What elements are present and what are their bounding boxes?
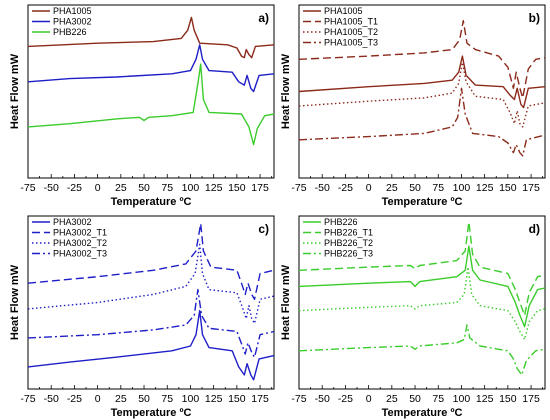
panel-d: -75 -50 -25 0 25 50 75 100 125 150 175 Temperature … <box>280 215 546 419</box>
legend-label: PHA1005_T2 <box>324 27 378 37</box>
x-tick-label: -50 <box>315 393 330 405</box>
x-tick-label: 100 <box>453 393 471 405</box>
x-tick-label: -75 <box>291 393 306 405</box>
x-tick-label: 75 <box>432 393 444 405</box>
x-tick-label: 125 <box>476 182 494 194</box>
series-line-pha1005 <box>27 16 275 59</box>
x-tick-label: 25 <box>115 182 127 194</box>
series-line-pha1005-t2 <box>298 61 546 128</box>
series-line-pha1005 <box>298 55 546 109</box>
series-line-pha1005-t3 <box>298 87 546 157</box>
legend-label: PHA3002_T2 <box>53 238 107 248</box>
x-tick-label: -50 <box>315 182 330 194</box>
legend-label: PHA3002_T1 <box>53 228 107 238</box>
x-tick-label: 75 <box>432 182 444 194</box>
plot-frame <box>298 215 546 390</box>
x-tick-label: 175 <box>251 182 269 194</box>
legend-label: PHB226_T3 <box>324 249 373 259</box>
x-tick-label: 150 <box>499 182 517 194</box>
legend-label: PHA1005_T3 <box>324 38 378 48</box>
series-line-phb226 <box>298 245 546 328</box>
panel-a: -75 -50 -25 0 25 50 75 100 125 150 175 Temperature … <box>9 4 275 208</box>
x-axis-title: Temperature ºC <box>111 407 192 419</box>
x-tick-label: 0 <box>366 182 372 194</box>
x-tick-label: -50 <box>44 393 59 405</box>
series-line-pha3002-t2 <box>27 243 275 325</box>
panel-label: c) <box>258 222 269 236</box>
series-line-phb226 <box>27 63 275 146</box>
x-axis-title: Temperature ºC <box>111 196 192 208</box>
plot-frame <box>27 215 275 390</box>
legend-label: PHA3002_T3 <box>53 249 107 259</box>
x-tick-label: 25 <box>386 393 398 405</box>
y-axis-title: Heat Flow mW <box>280 53 292 129</box>
series-line-phb226-t3 <box>298 324 546 376</box>
series-line-pha3002 <box>27 44 275 93</box>
x-tick-label: -50 <box>44 182 59 194</box>
series-line-pha1005-t1 <box>298 20 546 99</box>
x-tick-label: 0 <box>366 393 372 405</box>
panel-c: -75 -50 -25 0 25 50 75 100 125 150 175 Temperature … <box>9 215 275 419</box>
x-tick-label: 50 <box>138 393 150 405</box>
plot-frame <box>27 4 275 179</box>
legend-label: PHA1005_T1 <box>324 17 378 27</box>
x-tick-label: 125 <box>205 393 223 405</box>
x-tick-label: 75 <box>161 182 173 194</box>
x-tick-label: -75 <box>20 393 35 405</box>
x-tick-label: 25 <box>115 393 127 405</box>
series-line-pha3002-t3 <box>27 288 275 358</box>
legend-label: PHB226 <box>53 27 87 37</box>
x-tick-label: 100 <box>182 182 200 194</box>
x-tick-label: 50 <box>409 393 421 405</box>
x-tick-label: 0 <box>95 182 101 194</box>
x-tick-label: -75 <box>20 182 35 194</box>
panel-label: b) <box>529 11 540 25</box>
x-tick-label: 150 <box>499 393 517 405</box>
legend-label: PHA1005 <box>324 6 363 16</box>
legend-label: PHA1005 <box>53 6 92 16</box>
x-tick-label: -25 <box>67 182 82 194</box>
x-tick-label: 100 <box>453 182 471 194</box>
x-tick-label: 175 <box>522 182 540 194</box>
panel-b: -75 -50 -25 0 25 50 75 100 125 150 175 Temperature … <box>280 4 546 208</box>
x-tick-label: 100 <box>182 393 200 405</box>
legend-label: PHA3002 <box>53 17 92 27</box>
x-tick-label: -25 <box>338 393 353 405</box>
x-tick-label: 125 <box>205 182 223 194</box>
panel-label: d) <box>529 222 540 236</box>
x-tick-label: 175 <box>522 393 540 405</box>
x-tick-label: 75 <box>161 393 173 405</box>
x-tick-label: -75 <box>291 182 306 194</box>
x-tick-label: 150 <box>228 182 246 194</box>
series-line-pha3002-t1 <box>27 222 275 300</box>
x-tick-label: 50 <box>409 182 421 194</box>
x-tick-label: 175 <box>251 393 269 405</box>
x-tick-label: 125 <box>476 393 494 405</box>
legend-label: PHB226_T2 <box>324 238 373 248</box>
x-tick-label: -25 <box>67 393 82 405</box>
x-tick-label: 50 <box>138 182 150 194</box>
series-line-phb226-t1 <box>298 221 546 317</box>
x-tick-label: 25 <box>386 182 398 194</box>
series-line-phb226-t2 <box>298 266 546 341</box>
y-axis-title: Heat Flow mW <box>9 264 21 340</box>
x-axis-title: Temperature ºC <box>382 196 463 208</box>
y-axis-title: Heat Flow mW <box>280 264 292 340</box>
legend-label: PHA3002 <box>53 217 92 227</box>
legend-label: PHB226_T1 <box>324 228 373 238</box>
y-axis-title: Heat Flow mW <box>9 53 21 129</box>
x-tick-label: -25 <box>338 182 353 194</box>
x-axis-title: Temperature ºC <box>382 407 463 419</box>
x-tick-label: 0 <box>95 393 101 405</box>
x-tick-label: 150 <box>228 393 246 405</box>
legend-label: PHB226 <box>324 217 358 227</box>
panel-label: a) <box>258 11 269 25</box>
series-line-pha3002 <box>27 309 275 381</box>
